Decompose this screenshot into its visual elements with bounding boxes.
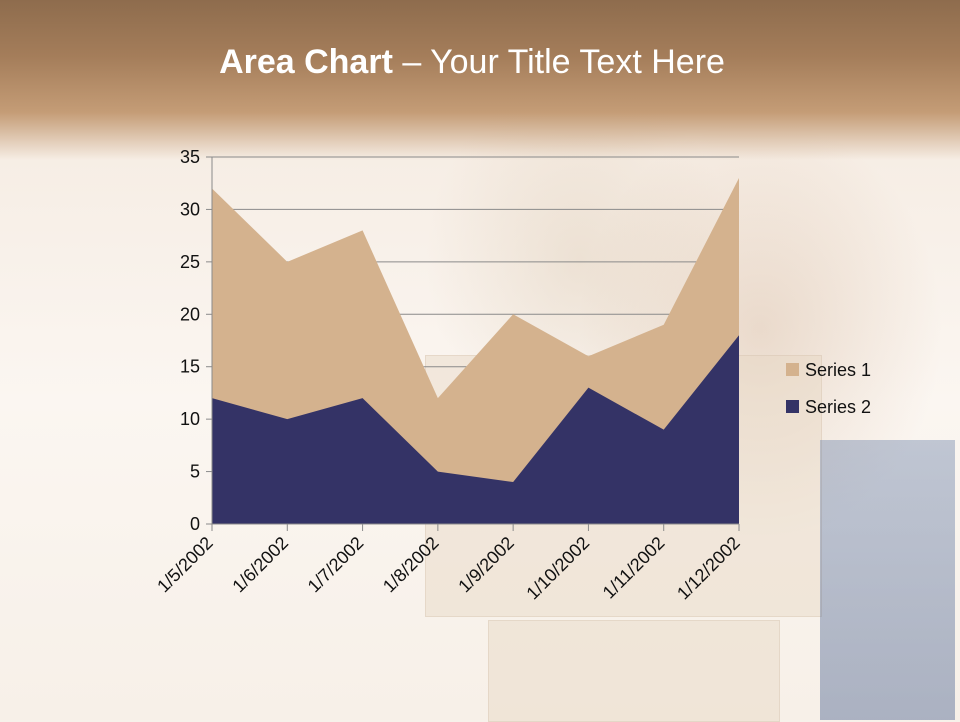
x-tick-label-3: 1/7/2002 bbox=[304, 533, 368, 597]
x-tick-label-2: 1/6/2002 bbox=[228, 533, 292, 597]
y-tick-label-15: 15 bbox=[180, 357, 200, 377]
legend-label-series-2: Series 2 bbox=[805, 397, 871, 417]
y-tick-label-5: 5 bbox=[190, 462, 200, 482]
legend-swatch-series-2 bbox=[786, 400, 799, 413]
slide-title-rest: – Your Title Text Here bbox=[392, 43, 725, 81]
slide-title-bold: Area Chart bbox=[219, 43, 393, 81]
y-tick-label-30: 30 bbox=[180, 199, 200, 219]
x-tick-label-7: 1/11/2002 bbox=[599, 533, 669, 603]
title-band bbox=[0, 0, 960, 160]
background-figure bbox=[820, 440, 955, 720]
legend-swatch-series-1 bbox=[786, 363, 799, 376]
y-tick-label-0: 0 bbox=[190, 514, 200, 534]
x-tick-label-4: 1/8/2002 bbox=[379, 533, 443, 597]
x-tick-label-5: 1/9/2002 bbox=[454, 533, 518, 597]
y-tick-label-35: 35 bbox=[180, 147, 200, 167]
y-tick-label-20: 20 bbox=[180, 304, 200, 324]
x-tick-label-6: 1/10/2002 bbox=[522, 533, 593, 604]
x-tick-label-1: 1/5/2002 bbox=[153, 533, 217, 597]
x-tick-label-8: 1/12/2002 bbox=[673, 533, 744, 604]
legend-label-series-1: Series 1 bbox=[805, 360, 871, 380]
area-series-2 bbox=[212, 335, 739, 524]
y-tick-label-25: 25 bbox=[180, 252, 200, 272]
slide-title: Area Chart – Your Title Text Here bbox=[0, 40, 944, 84]
y-tick-label-10: 10 bbox=[180, 409, 200, 429]
